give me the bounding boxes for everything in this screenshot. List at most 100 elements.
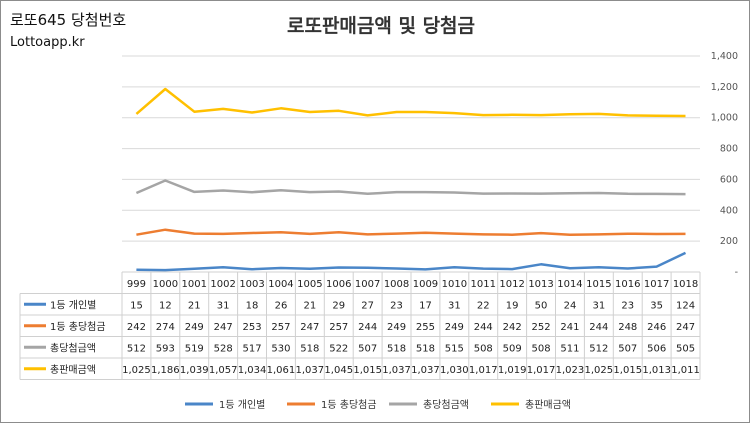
data-label: 27 <box>361 300 374 311</box>
x-tick-label: 1013 <box>528 279 553 290</box>
data-label: 50 <box>535 300 548 311</box>
data-label: 519 <box>185 343 204 354</box>
data-label: 26 <box>275 300 288 311</box>
data-label: 12 <box>159 300 172 311</box>
x-tick-label: 1008 <box>384 279 409 290</box>
data-label: 1,034 <box>238 365 267 376</box>
data-label: 35 <box>650 300 663 311</box>
data-label: 508 <box>474 343 493 354</box>
data-label: 1,037 <box>411 365 440 376</box>
x-tick-label: 1017 <box>644 279 669 290</box>
legend-label: 총판매금액 <box>525 399 571 411</box>
x-tick-label: 1009 <box>413 279 438 290</box>
site-name: 로또645 당첨번호 <box>10 11 127 29</box>
data-label: 255 <box>416 322 435 333</box>
x-tick-label: 1014 <box>557 279 582 290</box>
chart-title: 로또판매금액 및 당첨금 <box>286 15 476 37</box>
data-label: 249 <box>445 322 464 333</box>
data-label: 252 <box>532 322 551 333</box>
data-label: 1,013 <box>642 365 671 376</box>
legend-label: 1등 개인별 <box>219 399 265 411</box>
y-tick-label: - <box>735 267 738 278</box>
data-label: 23 <box>390 300 403 311</box>
series-line <box>136 228 686 237</box>
y-tick-label: 600 <box>720 174 738 185</box>
data-label: 1,037 <box>382 365 411 376</box>
y-tick-label: 1,000 <box>711 113 738 124</box>
x-tick-label: 1012 <box>499 279 524 290</box>
data-label: 522 <box>329 343 348 354</box>
data-label: 507 <box>618 343 637 354</box>
data-label: 593 <box>156 343 175 354</box>
data-label: 518 <box>416 343 435 354</box>
data-label: 21 <box>303 300 316 311</box>
data-label: 248 <box>618 322 637 333</box>
series-label: 1등 개인별 <box>50 299 96 311</box>
data-label: 244 <box>474 322 493 333</box>
data-label: 1,045 <box>324 365 353 376</box>
x-tick-label: 1004 <box>268 279 293 290</box>
data-label: 1,057 <box>209 365 238 376</box>
data-label: 21 <box>188 300 201 311</box>
data-label: 249 <box>185 322 204 333</box>
data-label: 274 <box>156 322 175 333</box>
data-label: 1,039 <box>180 365 209 376</box>
legend-label: 1등 총당첨금 <box>321 399 377 411</box>
data-label: 1,017 <box>527 365 556 376</box>
data-label: 257 <box>271 322 290 333</box>
data-label: 247 <box>214 322 233 333</box>
x-tick-label: 1011 <box>471 279 496 290</box>
data-label: 247 <box>676 322 695 333</box>
x-tick-label: 1010 <box>442 279 467 290</box>
data-label: 124 <box>676 300 695 311</box>
data-label: 530 <box>271 343 290 354</box>
x-tick-label: 1000 <box>153 279 178 290</box>
x-tick-label: 1005 <box>297 279 322 290</box>
legend-label: 총당첨금액 <box>423 399 469 411</box>
data-label: 246 <box>647 322 666 333</box>
data-label: 1,037 <box>296 365 325 376</box>
y-tick-label: 800 <box>720 144 738 155</box>
data-label: 22 <box>477 300 490 311</box>
x-tick-label: 1016 <box>615 279 640 290</box>
data-label: 512 <box>127 343 146 354</box>
data-label: 512 <box>589 343 608 354</box>
data-label: 247 <box>300 322 319 333</box>
data-label: 517 <box>243 343 262 354</box>
data-label: 508 <box>532 343 551 354</box>
x-tick-label: 1018 <box>673 279 698 290</box>
data-label: 1,186 <box>151 365 180 376</box>
x-tick-label: 1003 <box>239 279 264 290</box>
data-label: 1,023 <box>556 365 585 376</box>
data-label: 509 <box>503 343 522 354</box>
series-line <box>136 251 687 272</box>
x-tick-label: 999 <box>127 279 146 290</box>
series-line <box>135 179 686 196</box>
data-label: 24 <box>564 300 577 311</box>
data-label: 1,025 <box>122 365 151 376</box>
y-tick-label: 1,200 <box>711 82 738 93</box>
data-label: 241 <box>560 322 579 333</box>
data-label: 253 <box>243 322 262 333</box>
data-label: 1,030 <box>440 365 469 376</box>
x-tick-label: 1002 <box>210 279 235 290</box>
data-label: 1,015 <box>353 365 382 376</box>
data-label: 528 <box>214 343 233 354</box>
data-label: 244 <box>358 322 377 333</box>
x-tick-label: 1006 <box>326 279 351 290</box>
x-tick-label: 1007 <box>355 279 380 290</box>
data-label: 1,011 <box>671 365 700 376</box>
y-tick-label: 200 <box>720 236 738 247</box>
data-label: 31 <box>592 300 605 311</box>
data-label: 518 <box>387 343 406 354</box>
data-label: 1,061 <box>267 365 296 376</box>
data-label: 17 <box>419 300 432 311</box>
data-label: 242 <box>127 322 146 333</box>
data-label: 518 <box>300 343 319 354</box>
data-label: 505 <box>676 343 695 354</box>
x-tick-label: 1001 <box>182 279 207 290</box>
data-label: 515 <box>445 343 464 354</box>
data-label: 31 <box>217 300 230 311</box>
